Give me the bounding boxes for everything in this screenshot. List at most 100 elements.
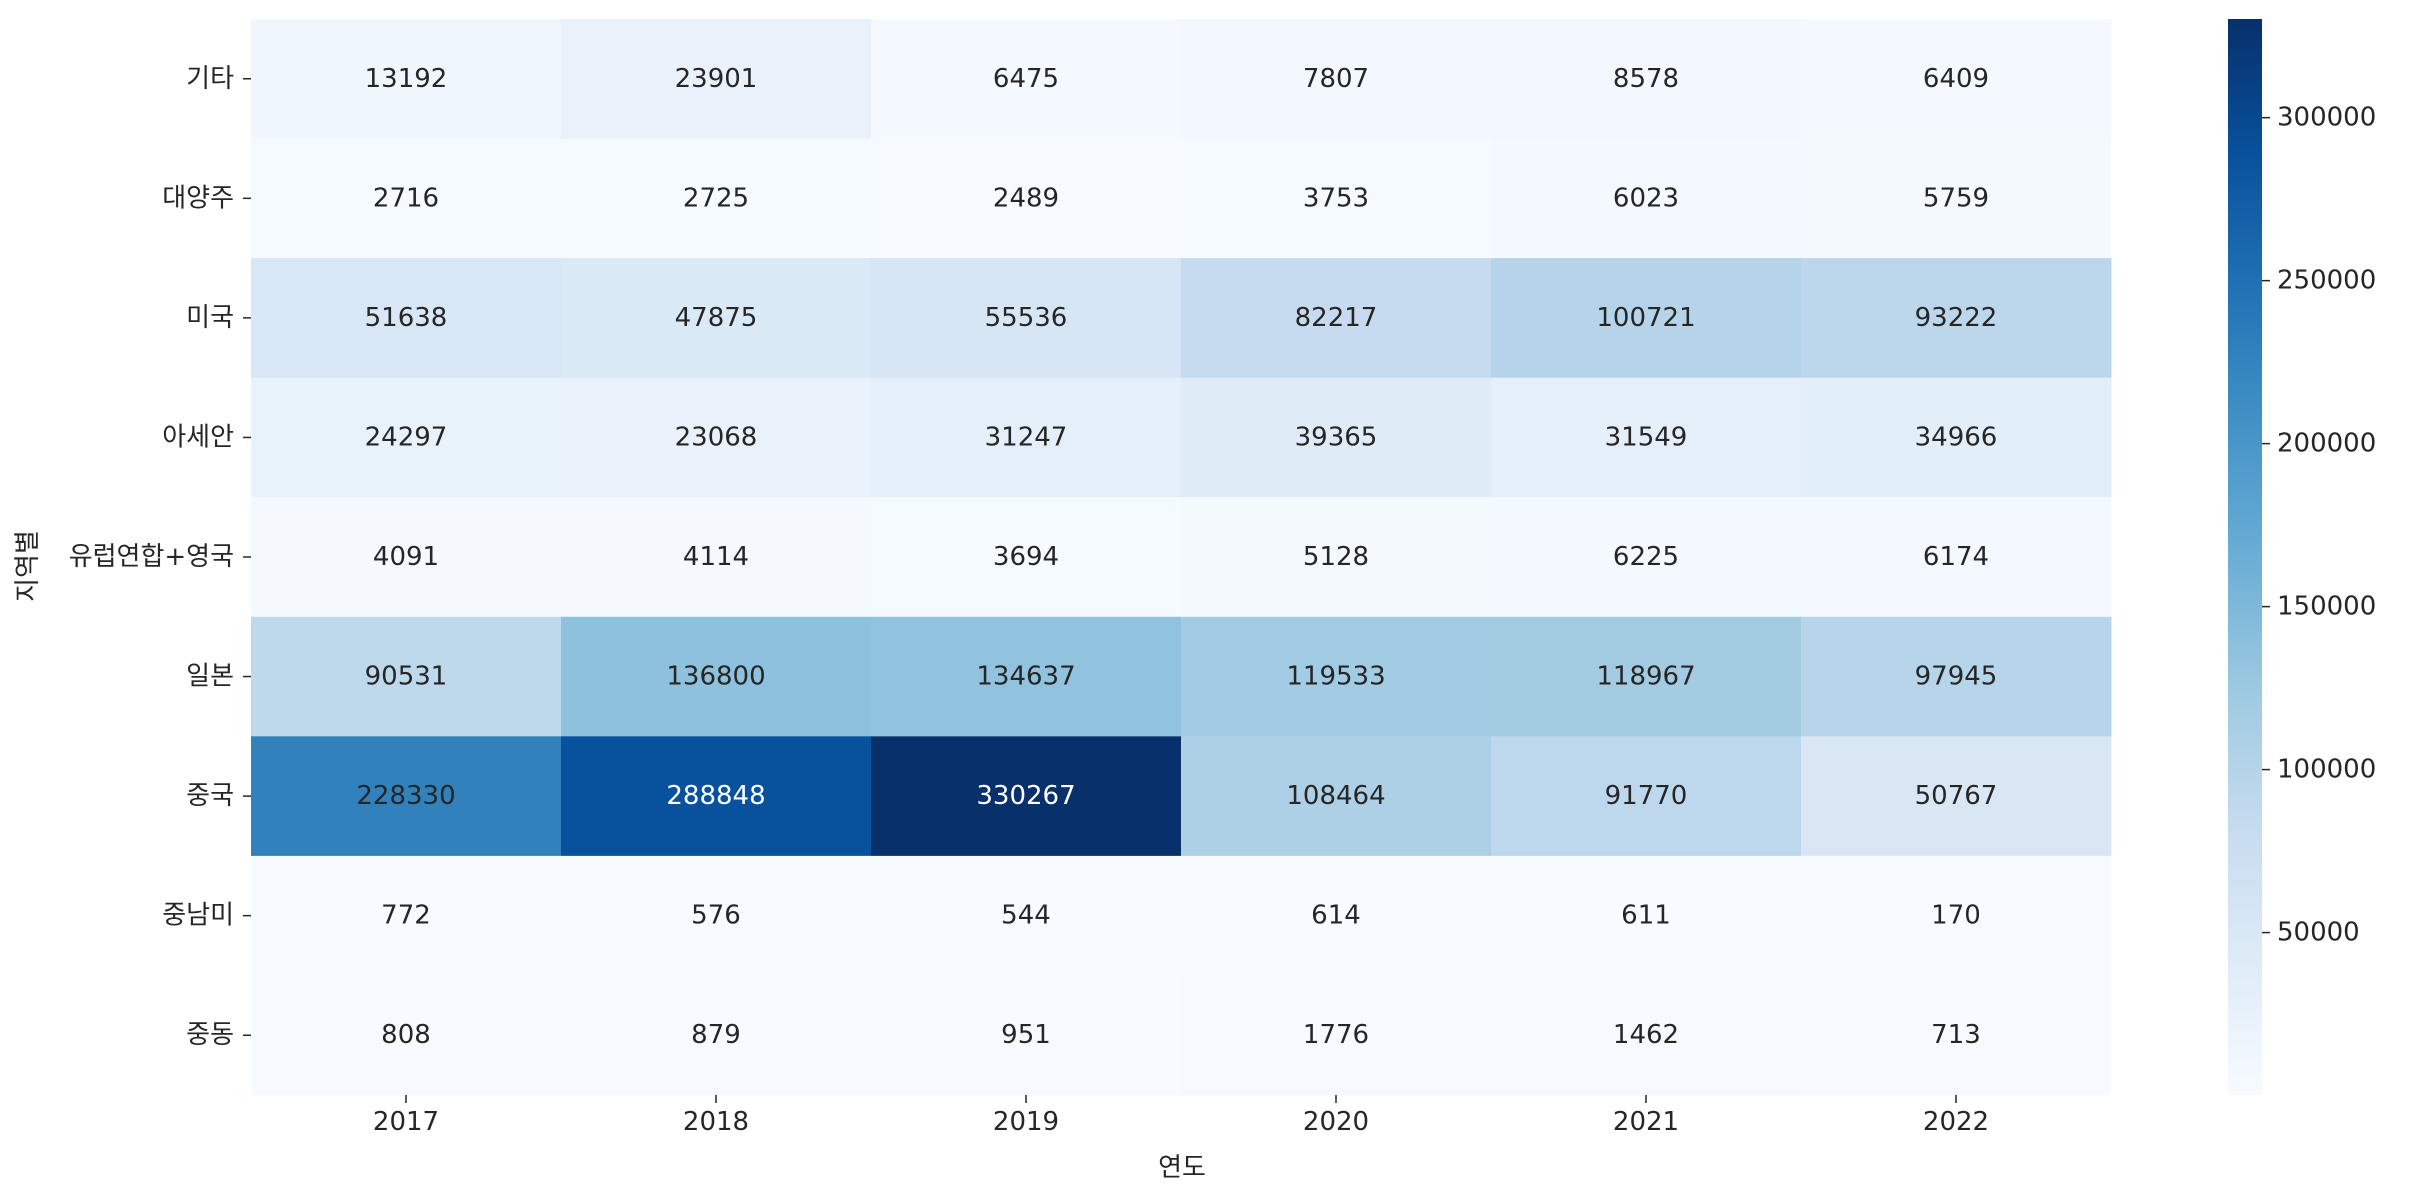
heatmap-cell	[251, 616, 562, 737]
colorbar-tick-label: 50000	[2277, 918, 2360, 948]
cell-value-label: 6225	[1613, 542, 1679, 572]
cell-value-label: 2489	[993, 183, 1059, 213]
heatmap-cell	[251, 736, 562, 857]
x-tick-label: 2019	[993, 1107, 1059, 1137]
heatmap-cell	[251, 138, 562, 259]
cell-value-label: 23901	[675, 64, 758, 94]
y-tick-label: 중동	[186, 1020, 234, 1050]
heatmap-cell	[1491, 377, 1802, 498]
cell-value-label: 90531	[365, 662, 448, 692]
x-axis-title: 연도	[1158, 1153, 1206, 1183]
x-tick-label: 2021	[1613, 1107, 1679, 1137]
cell-value-label: 100721	[1596, 303, 1695, 333]
y-tick-label: 미국	[186, 303, 234, 333]
heatmap-cell	[1181, 975, 1492, 1096]
heatmap-cell	[561, 497, 872, 618]
y-tick-label: 중남미	[162, 901, 234, 931]
colorbar-tick-label: 200000	[2277, 429, 2376, 459]
cell-value-label: 108464	[1286, 781, 1385, 811]
heatmap-cell	[1491, 975, 1802, 1096]
heatmap-cell	[1801, 975, 2112, 1096]
cell-value-label: 5128	[1303, 542, 1369, 572]
heatmap-cell	[1801, 258, 2112, 379]
heatmap-cell	[251, 258, 562, 379]
cell-value-label: 82217	[1295, 303, 1378, 333]
colorbar-tick-label: 150000	[2277, 592, 2376, 622]
cell-value-label: 24297	[365, 422, 448, 452]
heatmap-cell	[871, 975, 1182, 1096]
cell-value-label: 611	[1621, 901, 1671, 931]
heatmap-cell	[1491, 616, 1802, 737]
heatmap-cell	[871, 497, 1182, 618]
heatmap-cell	[561, 616, 872, 737]
y-tick-label: 중국	[186, 781, 234, 811]
colorbar-tick-label: 100000	[2277, 755, 2376, 785]
heatmap-cell	[871, 377, 1182, 498]
cell-value-label: 31247	[985, 422, 1068, 452]
cell-value-label: 951	[1001, 1020, 1051, 1050]
heatmap-cell	[1181, 616, 1492, 737]
cell-value-label: 4114	[683, 542, 749, 572]
heatmap-cell	[1801, 736, 2112, 857]
heatmap-cell	[871, 19, 1182, 140]
cell-value-label: 614	[1311, 901, 1361, 931]
heatmap-cell	[561, 138, 872, 259]
heatmap-cell	[1801, 377, 2112, 498]
y-tick-label: 대양주	[162, 183, 234, 213]
cell-value-label: 97945	[1915, 662, 1998, 692]
cell-value-label: 134637	[976, 662, 1075, 692]
heatmap-cell	[561, 736, 872, 857]
cell-value-label: 118967	[1596, 662, 1695, 692]
cell-value-label: 47875	[675, 303, 758, 333]
y-tick-label: 유럽연합+영국	[69, 542, 234, 572]
cell-value-label: 170	[1931, 901, 1981, 931]
cell-value-label: 772	[381, 901, 431, 931]
x-tick-label: 2018	[683, 1107, 749, 1137]
cell-value-label: 1462	[1613, 1020, 1679, 1050]
heatmap-cell	[561, 975, 872, 1096]
heatmap-cell	[871, 258, 1182, 379]
heatmap-cell	[1491, 138, 1802, 259]
cell-value-label: 228330	[356, 781, 455, 811]
cell-value-label: 119533	[1286, 662, 1385, 692]
heatmap-cell	[1491, 736, 1802, 857]
cell-value-label: 5759	[1923, 183, 1989, 213]
heatmap-cell	[871, 736, 1182, 857]
heatmap-cell	[1801, 855, 2112, 976]
cell-value-label: 3694	[993, 542, 1059, 572]
cell-value-label: 1776	[1303, 1020, 1369, 1050]
cell-value-label: 13192	[365, 64, 448, 94]
heatmap-cell	[561, 19, 872, 140]
heatmap-cell	[1801, 138, 2112, 259]
cell-value-label: 808	[381, 1020, 431, 1050]
heatmap-cell	[1181, 258, 1492, 379]
heatmap-cell	[251, 497, 562, 618]
cell-value-label: 6475	[993, 64, 1059, 94]
y-tick-label: 일본	[186, 662, 234, 692]
x-axis: 2017 2018 2019 2020 2021 2022	[373, 1095, 1989, 1137]
cell-value-label: 34966	[1915, 422, 1998, 452]
y-tick-label: 기타	[186, 64, 234, 94]
cell-value-label: 3753	[1303, 183, 1369, 213]
cell-value-label: 55536	[985, 303, 1068, 333]
cell-value-label: 23068	[675, 422, 758, 452]
cell-value-label: 288848	[666, 781, 765, 811]
cell-value-label: 879	[691, 1020, 741, 1050]
heatmap-cell	[871, 855, 1182, 976]
heatmap-cell	[561, 377, 872, 498]
cell-value-label: 6023	[1613, 183, 1679, 213]
y-axis-title: 지역별	[13, 530, 43, 602]
colorbar-ticks: 50000 100000 150000 200000 250000 300000	[2262, 103, 2376, 948]
heatmap-cell	[251, 975, 562, 1096]
cell-value-label: 6174	[1923, 542, 1989, 572]
heatmap-cell	[871, 138, 1182, 259]
cell-value-label: 39365	[1295, 422, 1378, 452]
heatmap-cell	[871, 616, 1182, 737]
heatmap-cell	[1181, 377, 1492, 498]
cell-value-label: 6409	[1923, 64, 1989, 94]
heatmap-cell	[251, 855, 562, 976]
heatmap-cell	[1181, 138, 1492, 259]
cell-value-label: 31549	[1605, 422, 1688, 452]
